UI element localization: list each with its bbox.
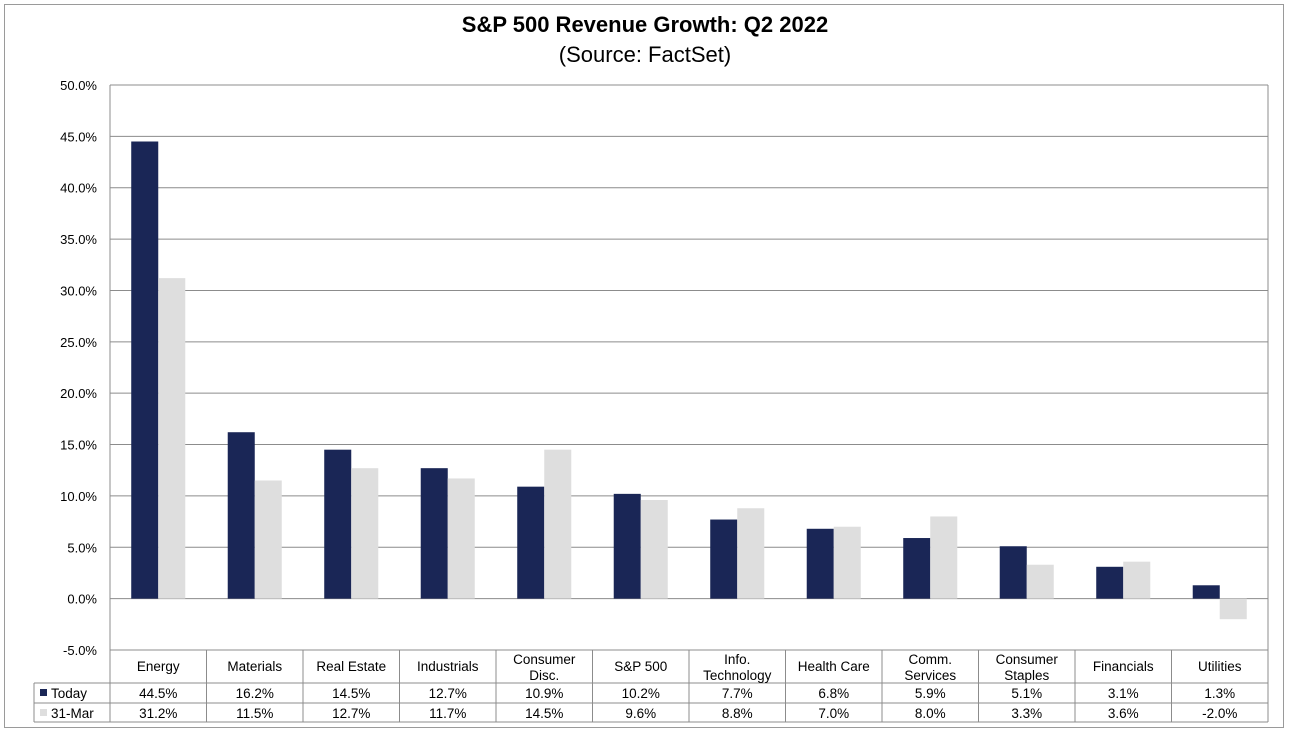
- bar-31-mar: [737, 508, 765, 599]
- x-tick-label: Energy: [137, 659, 180, 674]
- legend-label: 31-Mar: [51, 706, 94, 721]
- data-label: 5.1%: [1011, 686, 1042, 701]
- bar-31-mar: [640, 500, 668, 599]
- legend-swatch: [40, 709, 47, 716]
- data-label: 3.3%: [1011, 706, 1042, 721]
- bar-31-mar: [1026, 564, 1054, 599]
- data-label: 8.0%: [915, 706, 946, 721]
- bar-31-mar: [930, 516, 958, 599]
- bar-today: [710, 519, 738, 599]
- data-label: 8.8%: [722, 706, 753, 721]
- y-tick-label: 40.0%: [60, 181, 97, 196]
- data-label: 1.3%: [1204, 686, 1235, 701]
- bar-31-mar: [351, 468, 379, 599]
- data-label: 11.5%: [236, 706, 273, 721]
- data-label: 14.5%: [332, 686, 370, 701]
- bar-31-mar: [447, 478, 475, 599]
- data-label: 5.9%: [915, 686, 946, 701]
- bar-31-mar: [158, 278, 186, 599]
- y-tick-label: 35.0%: [60, 232, 97, 247]
- x-tick-label: Info.: [724, 652, 750, 667]
- x-tick-label: Technology: [703, 668, 772, 683]
- data-label: 10.2%: [622, 686, 660, 701]
- data-label: 12.7%: [332, 706, 370, 721]
- x-tick-label: Staples: [1004, 668, 1049, 683]
- data-label: 14.5%: [525, 706, 563, 721]
- data-label: 11.7%: [429, 706, 466, 721]
- bar-today: [517, 486, 545, 599]
- y-tick-label: 0.0%: [67, 592, 97, 607]
- y-tick-label: 25.0%: [60, 335, 97, 350]
- y-tick-label: 45.0%: [60, 129, 97, 144]
- data-label: 10.9%: [525, 686, 563, 701]
- bar-today: [324, 449, 352, 599]
- x-tick-label: Utilities: [1198, 659, 1242, 674]
- x-tick-label: Real Estate: [316, 659, 386, 674]
- x-tick-label: Consumer: [996, 652, 1059, 667]
- x-tick-label: Consumer: [513, 652, 576, 667]
- bar-today: [1096, 566, 1124, 599]
- data-label: 6.8%: [818, 686, 849, 701]
- y-tick-label: 30.0%: [60, 283, 97, 298]
- x-tick-label: Services: [904, 668, 956, 683]
- data-label: -2.0%: [1202, 706, 1237, 721]
- y-tick-label: 10.0%: [60, 489, 97, 504]
- legend-label: Today: [51, 686, 87, 701]
- chart-frame: [4, 4, 1284, 728]
- x-tick-label: Health Care: [798, 659, 870, 674]
- bar-today: [131, 141, 159, 599]
- y-tick-label: 5.0%: [67, 540, 97, 555]
- bar-today: [999, 546, 1027, 599]
- bar-today: [806, 528, 834, 599]
- bar-31-mar: [833, 526, 861, 599]
- data-label: 3.1%: [1108, 686, 1139, 701]
- y-tick-label: 20.0%: [60, 386, 97, 401]
- data-label: 9.6%: [625, 706, 656, 721]
- bar-today: [613, 493, 641, 599]
- data-label: 12.7%: [429, 686, 467, 701]
- data-label: 31.2%: [139, 706, 177, 721]
- x-tick-label: S&P 500: [614, 659, 667, 674]
- bar-today: [420, 468, 448, 599]
- bar-31-mar: [1123, 561, 1151, 599]
- x-tick-label: Financials: [1093, 659, 1154, 674]
- data-label: 7.7%: [722, 686, 753, 701]
- y-tick-label: -5.0%: [63, 643, 97, 658]
- x-tick-label: Disc.: [529, 668, 559, 683]
- data-label: 16.2%: [236, 686, 274, 701]
- chart-subtitle: (Source: FactSet): [558, 42, 732, 67]
- bar-31-mar: [254, 480, 282, 599]
- bar-31-mar: [544, 449, 572, 599]
- chart-title: S&P 500 Revenue Growth: Q2 2022: [461, 12, 829, 37]
- bar-31-mar: [1219, 598, 1247, 620]
- bar-today: [1192, 585, 1220, 599]
- y-tick-label: 50.0%: [60, 78, 97, 93]
- x-tick-label: Materials: [227, 659, 282, 674]
- bar-today: [227, 432, 255, 599]
- legend-swatch: [40, 689, 47, 696]
- bar-today: [903, 538, 931, 599]
- data-label: 7.0%: [818, 706, 849, 721]
- x-tick-label: Comm.: [909, 652, 953, 667]
- data-label: 3.6%: [1108, 706, 1139, 721]
- data-label: 44.5%: [139, 686, 177, 701]
- y-tick-label: 15.0%: [60, 438, 97, 453]
- x-tick-label: Industrials: [417, 659, 479, 674]
